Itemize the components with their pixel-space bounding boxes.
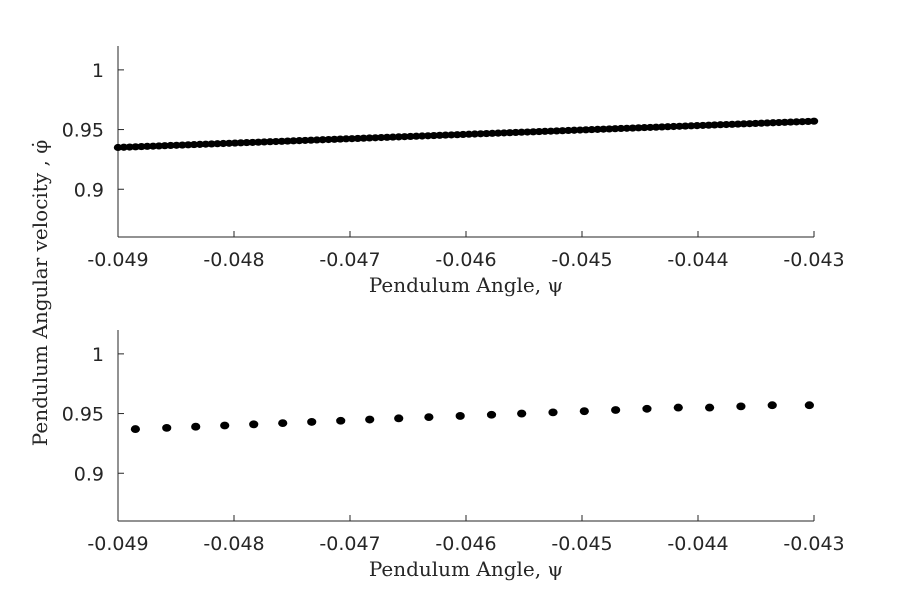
x-tick-label: -0.044 [667, 249, 728, 271]
x-axis-label: Pendulum Angle, ψ [369, 273, 563, 297]
bottom-scatter-plot: -0.049 -0.048 -0.047 -0.046 -0.045 -0.044 -0.0… [62, 330, 845, 581]
y-tick-label: 0.9 [74, 463, 104, 485]
data-point [486, 410, 497, 419]
data-point [809, 117, 819, 125]
y-tick-label: 1 [92, 344, 104, 366]
data-point [249, 420, 259, 429]
x-tick-label: -0.049 [87, 249, 148, 271]
data-point [611, 406, 621, 414]
data-point [162, 423, 172, 432]
data-point [548, 408, 558, 417]
data-point [579, 407, 589, 416]
x-tick-label: -0.047 [319, 533, 380, 555]
x-tick-label: -0.046 [435, 249, 496, 271]
x-tick-label: -0.043 [783, 249, 844, 271]
top-scatter-plot: -0.049 -0.048 -0.047 -0.046 -0.045 -0.044 -0.0… [62, 46, 845, 297]
data-point [191, 422, 201, 431]
y-tick-label: 1 [92, 60, 104, 82]
x-tick-label: -0.044 [667, 533, 728, 555]
data-point [736, 402, 746, 411]
data-point [455, 412, 465, 420]
data-point [220, 421, 230, 430]
x-tick-label: -0.046 [435, 533, 496, 555]
x-tick-label: -0.047 [319, 249, 380, 271]
x-tick-label: -0.043 [783, 533, 844, 555]
data-point [424, 413, 434, 422]
y-tick-label: 0.95 [62, 120, 104, 142]
data-point [517, 409, 527, 418]
x-tick-label: -0.045 [551, 533, 612, 555]
x-tick-label: -0.049 [87, 533, 148, 555]
y-tick-label: 0.9 [74, 179, 104, 201]
data-point [804, 401, 814, 410]
x-tick-label: -0.045 [551, 249, 612, 271]
data-point [673, 403, 683, 412]
data-point [394, 414, 404, 423]
x-tick-label: -0.048 [203, 249, 264, 271]
data-point [336, 416, 346, 425]
data-point [642, 404, 652, 413]
x-tick-label: -0.048 [203, 533, 264, 555]
data-point [365, 415, 375, 424]
data-point [307, 418, 317, 426]
y-axis-label: Pendulum Angular velocity , φ̇ [28, 140, 52, 446]
data-point [130, 425, 140, 433]
data-point [705, 403, 715, 412]
data-point [767, 401, 777, 410]
y-tick-label: 0.95 [62, 404, 104, 426]
x-axis-label: Pendulum Angle, ψ [369, 557, 563, 581]
data-point [278, 419, 288, 428]
